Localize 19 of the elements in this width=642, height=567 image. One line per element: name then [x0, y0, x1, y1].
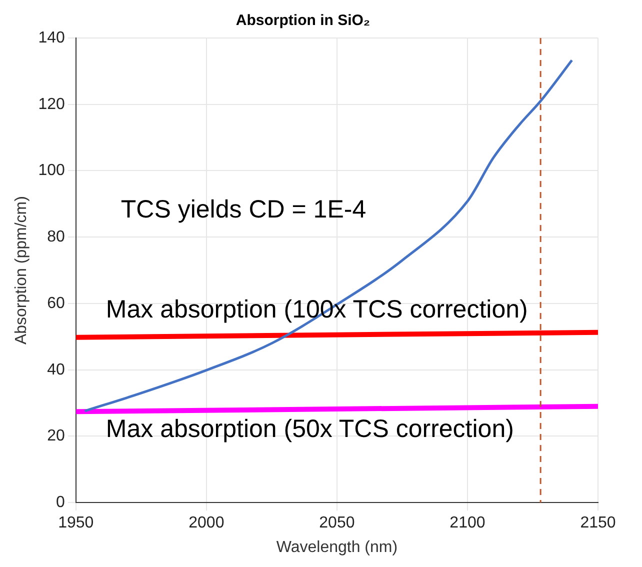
y-tick-label: 20 [47, 428, 65, 445]
y-tick-label: 120 [38, 96, 65, 113]
x-tick-label: 2050 [319, 514, 355, 532]
x-tick-label: 2000 [188, 514, 224, 532]
x-axis-title: Wavelength (nm) [276, 538, 398, 556]
y-tick-label: 100 [38, 162, 65, 180]
y-tick-label: 80 [47, 228, 65, 246]
y-tick-label: 40 [47, 361, 65, 378]
chart-title: Absorption in SiO₂ [236, 12, 370, 30]
x-tick-label: 2100 [450, 514, 486, 532]
y-axis-title: Absorption (ppm/cm) [13, 196, 30, 345]
annotation: TCS yields CD = 1E-4 [120, 195, 366, 224]
series-label: Max absorption (50x TCS correction) [106, 415, 514, 444]
y-tick-label: 0 [56, 494, 65, 512]
line-series [84, 58, 574, 412]
x-tick-label: 1950 [58, 514, 94, 532]
y-tick-label: 60 [47, 294, 65, 312]
x-tick-label: 2150 [580, 514, 616, 532]
y-tick-label: 140 [38, 29, 65, 46]
